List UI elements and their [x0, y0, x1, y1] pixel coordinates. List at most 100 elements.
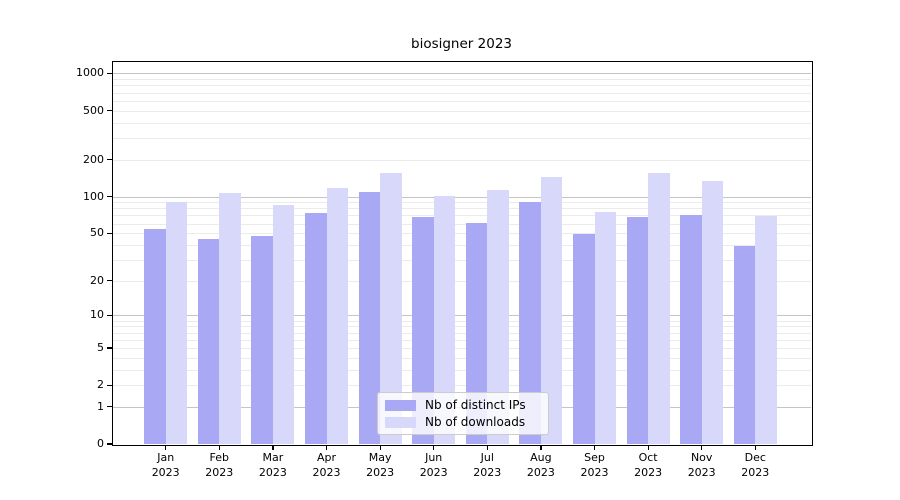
- bar-distinct-ips: [412, 216, 434, 444]
- minor-gridline: [112, 385, 811, 387]
- minor-gridline: [112, 347, 811, 349]
- minor-gridline: [112, 369, 811, 371]
- major-gridline: [112, 315, 811, 317]
- y-tick-mark: [107, 110, 112, 112]
- minor-gridline: [112, 100, 811, 102]
- bar-distinct-ips: [251, 236, 273, 444]
- bar-distinct-ips: [680, 214, 702, 444]
- y-tick-mark: [107, 314, 112, 317]
- x-tick-mark: [486, 445, 488, 450]
- minor-gridline: [112, 208, 811, 210]
- x-tick-mark: [218, 445, 220, 450]
- x-tick-label: Mar 2023: [258, 451, 287, 479]
- bar-distinct-ips: [465, 222, 488, 444]
- y-tick-mark: [107, 443, 112, 445]
- legend-label-distinct-ips: Nb of distinct IPs: [425, 398, 526, 412]
- x-tick-label: Jan 2023: [151, 451, 180, 479]
- minor-gridline: [112, 280, 811, 282]
- minor-gridline: [112, 122, 811, 124]
- y-tick-label: 0: [97, 437, 104, 450]
- legend-swatch-distinct-ips: [385, 399, 416, 411]
- minor-gridline: [112, 357, 811, 359]
- x-tick-mark: [165, 445, 167, 450]
- x-tick-mark: [647, 445, 649, 450]
- y-tick-mark: [107, 406, 112, 408]
- y-tick-label: 200: [83, 152, 104, 166]
- bar-distinct-ips: [573, 234, 595, 444]
- bar-downloads: [165, 201, 188, 444]
- plot-area-frame: [112, 61, 813, 446]
- minor-gridline: [112, 110, 811, 112]
- legend: Nb of distinct IPs Nb of downloads: [377, 392, 549, 435]
- bar-downloads: [701, 180, 724, 444]
- y-tick-label: 10: [90, 308, 104, 322]
- legend-label-downloads: Nb of downloads: [425, 415, 526, 429]
- bar-downloads: [380, 173, 402, 444]
- x-tick-mark: [593, 445, 596, 450]
- legend-item-downloads: Nb of downloads: [385, 414, 540, 430]
- x-tick-mark: [272, 445, 274, 450]
- minor-gridline: [112, 137, 811, 139]
- y-tick-label: 1000: [76, 66, 104, 80]
- x-tick-mark: [379, 445, 381, 450]
- major-gridline: [112, 73, 811, 75]
- legend-item-distinct-ips: Nb of distinct IPs: [385, 397, 540, 413]
- x-tick-label: Jun 2023: [419, 451, 448, 479]
- bar-downloads: [433, 195, 456, 444]
- legend-swatch-downloads: [385, 416, 416, 428]
- y-tick-mark: [107, 195, 112, 198]
- minor-gridline: [112, 233, 811, 235]
- bar-distinct-ips: [197, 238, 220, 444]
- minor-gridline: [112, 332, 811, 334]
- minor-gridline: [112, 223, 811, 225]
- bar-distinct-ips: [358, 192, 381, 444]
- y-tick-mark: [107, 232, 112, 234]
- minor-gridline: [112, 92, 811, 94]
- y-tick-label: 2: [97, 378, 104, 392]
- x-tick-label: May 2023: [366, 451, 395, 479]
- y-tick-label: 20: [90, 273, 104, 287]
- y-tick-mark: [107, 280, 112, 282]
- chart-title: biosigner 2023: [411, 36, 512, 52]
- y-tick-mark: [107, 159, 112, 161]
- x-tick-label: Feb 2023: [205, 451, 234, 479]
- bar-downloads: [219, 193, 241, 444]
- x-tick-label: Oct 2023: [634, 451, 663, 479]
- minor-gridline: [112, 320, 811, 322]
- x-tick-label: Jul 2023: [473, 451, 502, 479]
- x-tick-mark: [325, 445, 328, 450]
- bar-downloads: [272, 204, 295, 444]
- minor-gridline: [112, 259, 811, 261]
- bar-distinct-ips: [626, 216, 649, 444]
- minor-gridline: [112, 79, 811, 81]
- y-tick-label: 500: [83, 103, 104, 117]
- y-tick-label: 100: [83, 189, 104, 203]
- minor-gridline: [112, 215, 811, 217]
- bar-distinct-ips: [733, 246, 756, 444]
- y-tick-label: 1: [97, 399, 104, 413]
- bar-distinct-ips: [144, 229, 166, 444]
- y-tick-mark: [107, 384, 112, 386]
- x-tick-mark: [540, 445, 542, 450]
- bar-distinct-ips: [519, 201, 541, 444]
- minor-gridline: [112, 159, 811, 161]
- bar-downloads: [594, 211, 616, 444]
- bar-downloads: [755, 216, 777, 444]
- x-tick-label: Apr 2023: [312, 451, 341, 479]
- x-tick-mark: [754, 445, 756, 450]
- x-tick-mark: [433, 445, 435, 450]
- bar-downloads: [326, 187, 348, 444]
- bar-downloads: [487, 189, 509, 444]
- minor-gridline: [112, 202, 811, 204]
- minor-gridline: [112, 244, 811, 246]
- x-tick-label: Nov 2023: [687, 451, 716, 479]
- x-tick-mark: [701, 445, 703, 450]
- minor-gridline: [112, 85, 811, 87]
- bar-distinct-ips: [305, 213, 327, 444]
- x-tick-label: Aug 2023: [526, 451, 555, 479]
- bar-downloads: [540, 177, 563, 444]
- x-tick-label: Sep 2023: [580, 451, 609, 479]
- y-tick-label: 5: [97, 340, 104, 354]
- x-tick-label: Dec 2023: [741, 451, 770, 479]
